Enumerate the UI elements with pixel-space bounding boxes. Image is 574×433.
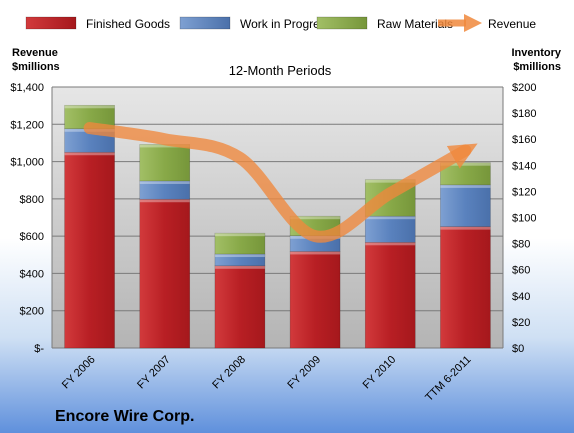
legend-finished-goods-label: Finished Goods xyxy=(86,17,170,31)
company-name: Encore Wire Corp. xyxy=(55,408,194,425)
chart-title: 12-Month Periods xyxy=(229,63,332,78)
right-tick-label: $0 xyxy=(512,343,524,355)
legend-finished-goods-swatch xyxy=(25,16,77,30)
bar-finished-goods xyxy=(64,151,115,349)
bar-finished-goods xyxy=(139,198,191,349)
left-tick-label: $- xyxy=(34,343,44,355)
bar-finished-goods-highlight xyxy=(290,251,341,255)
legend-revenue-label: Revenue xyxy=(488,17,536,31)
bar-finished-goods xyxy=(214,265,266,349)
left-tick-label: $1,000 xyxy=(10,157,44,169)
legend-work-in-progress-label: Work in Progress xyxy=(240,17,332,31)
left-axis-ticks: $- $200 $400 $600 $800 $1,000 $1,200 $1,400 xyxy=(10,82,44,355)
legend-work-in-progress-swatch xyxy=(179,16,231,30)
legend: Finished Goods Work in Progress Raw Materi… xyxy=(25,14,536,32)
right-tick-label: $200 xyxy=(512,82,536,94)
legend-raw-materials-label: Raw Materials xyxy=(377,17,453,31)
bar-work-in-progress xyxy=(440,184,491,227)
bar-work-in-progress-highlight xyxy=(440,184,491,188)
left-tick-label: $400 xyxy=(20,268,44,280)
right-tick-label: $60 xyxy=(512,265,530,277)
right-axis-label-line2: $millions xyxy=(513,61,561,73)
left-tick-label: $1,200 xyxy=(10,119,44,131)
right-tick-label: $80 xyxy=(512,239,530,251)
bar-finished-goods xyxy=(440,226,491,349)
bar-finished-goods-highlight xyxy=(139,199,190,203)
right-tick-label: $40 xyxy=(512,291,530,303)
bar-finished-goods-highlight xyxy=(365,242,416,246)
bar-raw-materials-highlight xyxy=(365,179,416,183)
bar-finished-goods xyxy=(289,251,341,349)
bar-raw-materials xyxy=(214,232,266,255)
bar-work-in-progress-highlight xyxy=(139,180,190,184)
left-axis-label-line2: $millions xyxy=(12,61,60,73)
bars xyxy=(64,104,491,349)
left-axis-label-line1: Revenue xyxy=(12,47,58,59)
right-axis-label-line1: Inventory xyxy=(511,47,561,59)
bar-work-in-progress-highlight xyxy=(365,216,416,220)
left-tick-label: $600 xyxy=(20,231,44,243)
legend-revenue-arrow xyxy=(464,14,482,32)
right-tick-label: $140 xyxy=(512,160,536,172)
revenue-line xyxy=(83,122,478,243)
right-tick-label: $120 xyxy=(512,186,536,198)
left-tick-label: $1,400 xyxy=(10,82,44,94)
bar-raw-materials-highlight xyxy=(290,216,341,220)
right-tick-label: $180 xyxy=(512,108,536,120)
bar-finished-goods xyxy=(364,241,416,349)
right-tick-label: $20 xyxy=(512,317,530,329)
bar-finished-goods-highlight xyxy=(64,152,115,156)
left-tick-label: $800 xyxy=(20,194,44,206)
gridlines xyxy=(51,86,504,349)
bar-work-in-progress xyxy=(364,215,416,243)
bar-work-in-progress-highlight xyxy=(214,254,265,258)
bar-raw-materials-highlight xyxy=(214,233,265,237)
right-tick-label: $100 xyxy=(512,213,536,225)
legend-raw-materials-swatch xyxy=(316,16,368,30)
bar-raw-materials-highlight xyxy=(139,144,190,148)
left-tick-label: $200 xyxy=(20,306,44,318)
bar-raw-materials-highlight xyxy=(64,105,115,109)
right-tick-label: $160 xyxy=(512,134,536,146)
bar-finished-goods-highlight xyxy=(440,226,491,230)
bar-work-in-progress xyxy=(139,180,191,200)
bar-finished-goods-highlight xyxy=(214,265,265,269)
bar-raw-materials xyxy=(139,144,191,182)
revenue-line-group xyxy=(83,122,478,243)
right-axis-ticks: $0 $20 $40 $60 $80 $100 $120 $140 $160 $180 $200 xyxy=(512,82,536,355)
